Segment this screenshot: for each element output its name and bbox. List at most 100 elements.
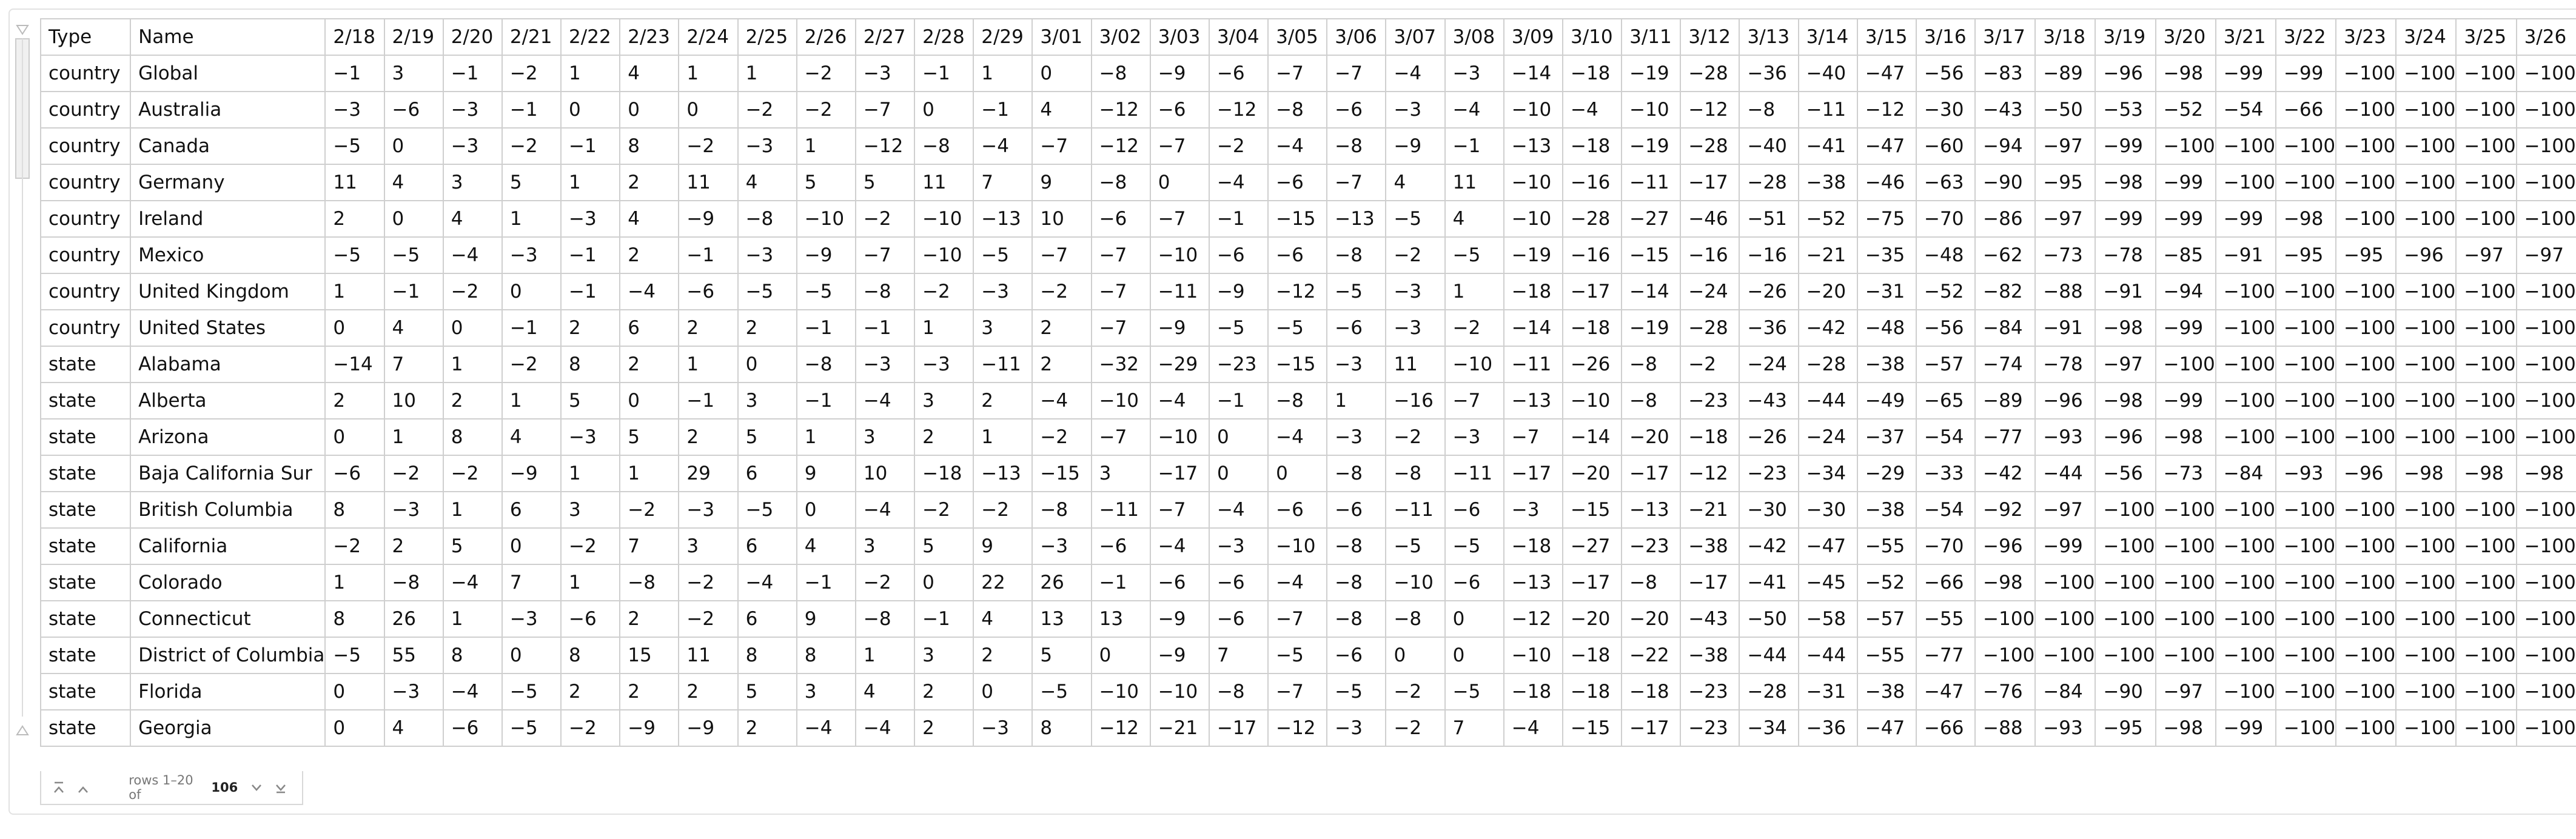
cell: state bbox=[39, 673, 132, 710]
data-row: state California −2 2 5 0 −2 7 3 6 4 3 5 9 −3 −6 −4 −3 −10… bbox=[39, 527, 2576, 565]
cell: 11 bbox=[914, 164, 974, 201]
cell: −3 bbox=[1208, 527, 1269, 565]
cell: −8 bbox=[737, 200, 797, 238]
cell: 1 bbox=[442, 346, 503, 383]
cell: −16 bbox=[1561, 236, 1623, 274]
cell: −97 bbox=[2034, 127, 2096, 165]
cell: −8 bbox=[1326, 600, 1387, 638]
header-cell: 3/06 bbox=[1326, 18, 1387, 56]
cell: −100 bbox=[2335, 164, 2397, 201]
cell: −52 bbox=[2155, 91, 2216, 129]
header-cell: 3/01 bbox=[1031, 18, 1092, 56]
cell: −100 bbox=[2395, 637, 2457, 674]
cell: 4 bbox=[619, 200, 680, 238]
cell: −100 bbox=[2215, 127, 2276, 165]
pagination-bar: rows 1–20 of 106 bbox=[40, 771, 303, 805]
data-row: state Florida 0 −3 −4 −5 2 2 2 5 3 4 2 0 −5 −10 −10 −8 −7−… bbox=[39, 673, 2576, 710]
cell: −6 bbox=[560, 600, 621, 638]
cell: 1 bbox=[796, 418, 856, 456]
cell: −3 bbox=[1385, 309, 1446, 347]
cell: 8 bbox=[796, 637, 856, 674]
cell: 3 bbox=[678, 527, 739, 565]
cell: Ireland bbox=[130, 200, 326, 238]
cell: −100 bbox=[2395, 91, 2457, 129]
cell: −3 bbox=[973, 273, 1033, 310]
cell: −6 bbox=[1267, 236, 1328, 274]
cell: 1 bbox=[501, 200, 562, 238]
cell: −100 bbox=[2155, 346, 2216, 383]
cell: −1 bbox=[678, 236, 739, 274]
cell: −100 bbox=[2515, 200, 2576, 238]
cell: −2 bbox=[1031, 273, 1092, 310]
cell: 10 bbox=[1031, 200, 1092, 238]
cell: −52 bbox=[1856, 564, 1917, 601]
pagination-controls[interactable] bbox=[41, 775, 129, 800]
cell: 3 bbox=[1090, 455, 1151, 492]
cell: 3 bbox=[737, 382, 797, 420]
cell: −100 bbox=[2395, 346, 2457, 383]
cell: country bbox=[39, 200, 132, 238]
cell: −19 bbox=[1503, 236, 1563, 274]
cell: −38 bbox=[1856, 491, 1917, 529]
header-cell: 3/15 bbox=[1856, 18, 1917, 56]
header-cell: 2/21 bbox=[501, 18, 562, 56]
cell: −9 bbox=[1149, 309, 1210, 347]
cell: −97 bbox=[2455, 236, 2517, 274]
cell: −2 bbox=[914, 491, 974, 529]
cell: 9 bbox=[796, 455, 856, 492]
cell: −3 bbox=[854, 55, 916, 92]
cell: −100 bbox=[2275, 382, 2337, 420]
cell: −23 bbox=[1208, 346, 1269, 383]
cell: 11 bbox=[678, 164, 739, 201]
cell: −11 bbox=[1503, 346, 1563, 383]
cell: country bbox=[39, 236, 132, 274]
cell: 1 bbox=[383, 418, 444, 456]
cell: −13 bbox=[1503, 382, 1563, 420]
header-cell: 2/23 bbox=[619, 18, 680, 56]
cell: −5 bbox=[1326, 273, 1387, 310]
cell: −2 bbox=[678, 600, 739, 638]
cell: −100 bbox=[2455, 637, 2517, 674]
cell: −100 bbox=[2515, 637, 2576, 674]
cell: 0 bbox=[501, 637, 562, 674]
cell: −57 bbox=[1915, 346, 1976, 383]
cell: 9 bbox=[796, 600, 856, 638]
cell: −11 bbox=[1385, 491, 1446, 529]
cell: −98 bbox=[2395, 455, 2457, 492]
cell: 2 bbox=[619, 600, 680, 638]
cell: −1 bbox=[442, 55, 503, 92]
cell: −3 bbox=[1326, 418, 1387, 456]
cell: −44 bbox=[1739, 637, 1799, 674]
cell: state bbox=[39, 709, 132, 747]
cell: −100 bbox=[2095, 600, 2156, 638]
cell: −1 bbox=[560, 127, 621, 165]
cell: −16 bbox=[1561, 164, 1623, 201]
scrollbar[interactable] bbox=[13, 19, 32, 741]
cell: −16 bbox=[1680, 236, 1740, 274]
cell: 4 bbox=[383, 309, 444, 347]
cell: 1 bbox=[914, 309, 974, 347]
cell: 2 bbox=[914, 418, 974, 456]
cell: state bbox=[39, 346, 132, 383]
cell: −58 bbox=[1797, 600, 1858, 638]
cell: −100 bbox=[2395, 273, 2457, 310]
cell: −1 bbox=[678, 382, 739, 420]
cell: −65 bbox=[1915, 382, 1976, 420]
cell: −5 bbox=[324, 637, 385, 674]
cell: −7 bbox=[854, 236, 916, 274]
cell: −2 bbox=[560, 527, 621, 565]
cell: −8 bbox=[1326, 236, 1387, 274]
cell: 0 bbox=[1444, 637, 1504, 674]
cell: −100 bbox=[2095, 491, 2156, 529]
cell: country bbox=[39, 273, 132, 310]
cell: −54 bbox=[1915, 418, 1976, 456]
cell: −96 bbox=[2395, 236, 2457, 274]
cell: 2 bbox=[1031, 346, 1092, 383]
cell: −10 bbox=[1090, 382, 1151, 420]
cell: −26 bbox=[1739, 273, 1799, 310]
cell: −4 bbox=[737, 564, 797, 601]
cell: 5 bbox=[737, 673, 797, 710]
cell: −100 bbox=[2215, 309, 2276, 347]
pagination-next[interactable] bbox=[238, 775, 302, 800]
cell: −10 bbox=[1503, 637, 1563, 674]
